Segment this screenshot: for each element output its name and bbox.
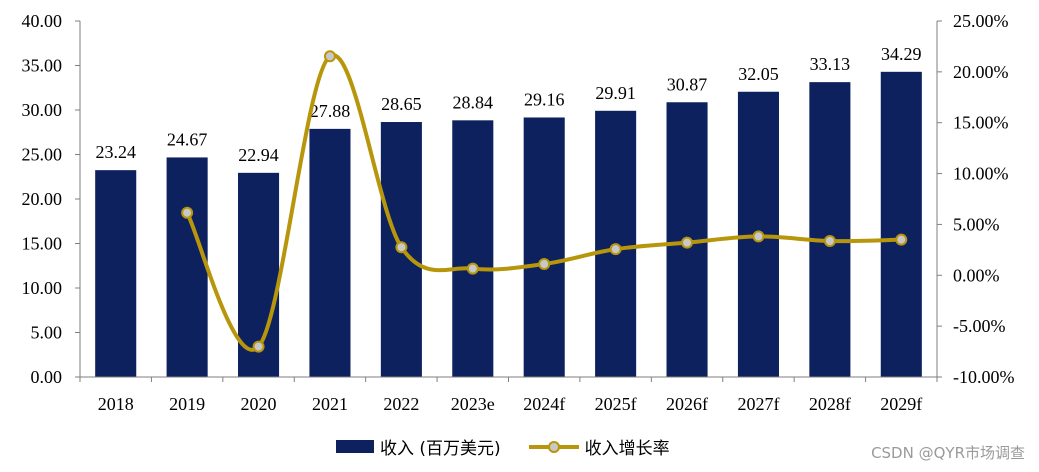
bar: [880, 71, 922, 377]
x-tick-label: 2021: [312, 394, 348, 414]
growth-marker: [752, 230, 765, 243]
legend-swatch-revenue: [336, 440, 374, 453]
x-tick-label: 2019: [169, 394, 205, 414]
x-tick-label: 2024f: [523, 394, 565, 414]
left-tick-label: 10.00: [22, 278, 63, 298]
left-axis-ticks: 0.00 5.00 10.00 15.00 20.00 25.00 30.00 35.00 40…: [22, 11, 80, 387]
left-tick-label: 25.00: [22, 145, 63, 165]
right-tick-label: -5.00%: [953, 316, 1006, 336]
x-tick-label: 2022: [383, 394, 419, 414]
growth-marker: [609, 243, 622, 256]
bar-value-label: 22.94: [238, 145, 279, 165]
bar-value-label: 34.29: [881, 44, 922, 64]
legend-label-revenue: 收入 (百万美元): [380, 439, 501, 459]
right-tick-label: 10.00%: [953, 164, 1009, 184]
right-tick-label: 25.00%: [953, 11, 1009, 31]
x-tick-label: 2026f: [666, 394, 708, 414]
legend: 收入 (百万美元) 收入增长率: [336, 434, 698, 459]
bar-value-label: 33.13: [810, 54, 851, 74]
right-tick-label: -10.00%: [953, 367, 1015, 387]
bar: [452, 120, 494, 377]
right-tick-label: 0.00%: [953, 265, 1000, 285]
legend-item-growth: 收入增长率: [528, 434, 670, 459]
x-tick-label: 2025f: [595, 394, 637, 414]
bar: [95, 170, 137, 377]
bar-value-label: 28.65: [381, 94, 422, 114]
right-tick-label: 15.00%: [953, 113, 1009, 133]
left-tick-label: 5.00: [31, 323, 63, 343]
bar-data-labels: 23.24 24.67 22.94 27.88 28.65 28.84 29.16 29.91…: [95, 44, 921, 165]
bar: [309, 128, 351, 377]
bar-value-label: 29.16: [524, 89, 565, 109]
bar-value-label: 29.91: [595, 83, 636, 103]
left-tick-label: 15.00: [22, 234, 63, 254]
legend-swatch-growth: [528, 440, 579, 453]
legend-label-growth: 收入增长率: [584, 439, 670, 459]
left-tick-label: 0.00: [31, 367, 63, 387]
watermark: CSDN @QYR市场调查: [871, 444, 1025, 462]
bar: [523, 117, 565, 377]
bar-value-label: 28.84: [453, 92, 494, 112]
growth-rate-markers: [181, 50, 908, 353]
right-axis-ticks: -10.00% -5.00% 0.00% 5.00% 10.00% 15.00% 20.00…: [937, 11, 1015, 387]
left-tick-label: 40.00: [22, 11, 63, 31]
left-tick-label: 20.00: [22, 189, 63, 209]
bar-value-label: 30.87: [667, 74, 708, 94]
x-tick-label: 2028f: [809, 394, 851, 414]
growth-marker: [538, 257, 551, 270]
bar-series: [95, 71, 922, 378]
bar-value-label: 32.05: [738, 64, 779, 84]
left-tick-label: 35.00: [22, 56, 63, 76]
x-axis-ticks: 2018 2019 2020 2021 2022 2023e 2024f 2025f 2026f…: [79, 377, 938, 414]
right-tick-label: 20.00%: [953, 62, 1009, 82]
growth-marker: [466, 262, 479, 275]
bar: [166, 157, 208, 377]
bar-value-label: 23.24: [95, 142, 136, 162]
legend-item-revenue: 收入 (百万美元): [336, 434, 501, 459]
bar-value-label: 24.67: [167, 129, 208, 149]
x-tick-label: 2027f: [737, 394, 779, 414]
bar-value-label: 27.88: [310, 101, 351, 121]
growth-marker: [395, 241, 408, 254]
growth-marker: [323, 50, 336, 63]
x-tick-label: 2023e: [451, 394, 495, 414]
x-tick-label: 2029f: [880, 394, 922, 414]
growth-marker: [895, 233, 908, 246]
left-tick-label: 30.00: [22, 100, 63, 120]
x-tick-label: 2020: [241, 394, 277, 414]
growth-marker: [823, 235, 836, 248]
x-tick-label: 2018: [98, 394, 134, 414]
growth-marker: [252, 340, 265, 353]
growth-marker: [181, 206, 194, 219]
bar: [809, 82, 851, 377]
right-tick-label: 5.00%: [953, 214, 1000, 234]
growth-marker: [681, 236, 694, 249]
